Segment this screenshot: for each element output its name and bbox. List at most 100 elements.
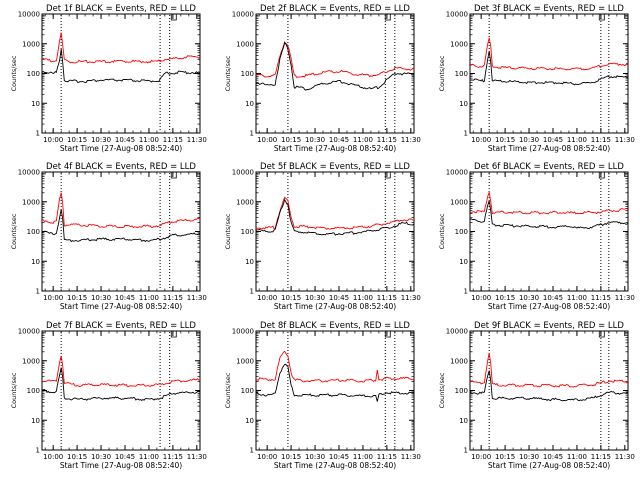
x-tick-label: 10:30	[305, 136, 325, 144]
x-tick-label: 10:00	[257, 136, 277, 144]
y-tick-label: 10000	[18, 328, 40, 336]
x-tick-label: 10:45	[115, 294, 135, 302]
y-tick-label: 10	[459, 258, 468, 266]
plot-frame	[255, 171, 415, 292]
y-axis-label: Counts/sec	[224, 213, 232, 249]
chart-title: Det 2f BLACK = Events, RED = LLD	[260, 4, 410, 14]
x-tick-label: 10:15	[281, 453, 301, 461]
x-tick-label: 11:15	[377, 453, 397, 461]
y-tick-label: 100	[455, 70, 468, 78]
y-tick-label: 1	[36, 288, 40, 296]
x-axis-label: Start Time (27-Aug-08 08:52:40)	[488, 144, 610, 153]
x-tick-label: 10:45	[543, 453, 563, 461]
y-tick-label: 1000	[450, 198, 468, 206]
chart-title: Det 7f BLACK = Events, RED = LLD	[46, 321, 196, 331]
x-tick-label: 10:15	[67, 294, 87, 302]
interval-marker	[384, 331, 391, 338]
y-tick-label: 10000	[446, 169, 468, 177]
x-tick-label: 10:45	[329, 294, 349, 302]
y-axis-label: Counts/sec	[224, 372, 232, 408]
x-tick-label: 11:15	[591, 453, 611, 461]
lld-series-line	[41, 32, 201, 64]
x-tick-label: 11:30	[401, 453, 421, 461]
x-tick-label: 10:30	[519, 136, 539, 144]
chart-title: Det 3f BLACK = Events, RED = LLD	[474, 4, 624, 14]
x-tick-label: 11:00	[353, 294, 373, 302]
y-tick-label: 1000	[236, 40, 254, 48]
x-axis-label: Start Time (27-Aug-08 08:52:40)	[60, 302, 182, 311]
x-tick-label: 11:15	[163, 136, 183, 144]
lld-series-line	[255, 196, 415, 231]
interval-marker	[598, 331, 605, 338]
x-tick-label: 10:00	[43, 136, 63, 144]
y-tick-label: 1	[464, 288, 468, 296]
x-tick-label: 11:00	[353, 453, 373, 461]
x-tick-label: 10:30	[519, 453, 539, 461]
x-tick-label: 11:15	[591, 136, 611, 144]
y-tick-label: 1	[464, 447, 468, 455]
plot-frame	[41, 330, 201, 451]
y-tick-label: 100	[241, 387, 254, 395]
events-series-line	[470, 51, 629, 86]
y-axis-label: Counts/sec	[438, 213, 446, 249]
y-tick-label: 100	[27, 70, 40, 78]
x-tick-label: 11:00	[139, 136, 159, 144]
x-tick-label: 11:15	[377, 136, 397, 144]
x-axis-label: Start Time (27-Aug-08 08:52:40)	[274, 461, 396, 470]
y-tick-label: 10000	[232, 328, 254, 336]
events-series-line	[255, 41, 415, 91]
x-tick-label: 10:45	[329, 136, 349, 144]
chart-title: Det 1f BLACK = Events, RED = LLD	[46, 4, 196, 14]
chart-title: Det 9f BLACK = Events, RED = LLD	[474, 321, 624, 331]
x-tick-label: 10:30	[91, 294, 111, 302]
x-tick-label: 10:45	[115, 453, 135, 461]
events-series-line	[469, 200, 629, 230]
x-tick-label: 11:30	[401, 294, 421, 302]
events-series-line	[41, 209, 201, 243]
lld-series-line	[41, 355, 201, 388]
x-axis-label: Start Time (27-Aug-08 08:52:40)	[274, 302, 396, 311]
y-tick-label: 10000	[232, 11, 254, 19]
x-tick-label: 10:00	[257, 453, 277, 461]
y-tick-label: 100	[455, 387, 468, 395]
y-tick-label: 10000	[18, 11, 40, 19]
lld-series-line	[469, 353, 629, 388]
x-tick-label: 11:15	[163, 453, 183, 461]
y-tick-label: 10	[245, 100, 254, 108]
interval-marker	[170, 172, 177, 179]
events-series-line	[255, 363, 415, 402]
plot-frame	[469, 13, 629, 134]
interval-marker	[384, 14, 391, 21]
x-tick-label: 11:15	[591, 294, 611, 302]
x-tick-label: 10:30	[305, 453, 325, 461]
y-tick-label: 100	[241, 228, 254, 236]
x-tick-label: 10:30	[91, 136, 111, 144]
y-tick-label: 1	[36, 447, 40, 455]
chart-title: Det 4f BLACK = Events, RED = LLD	[46, 162, 196, 172]
y-axis-label: Counts/sec	[224, 55, 232, 91]
x-tick-label: 10:15	[495, 136, 515, 144]
y-tick-label: 1000	[22, 198, 40, 206]
y-tick-label: 1	[464, 130, 468, 138]
x-tick-label: 11:00	[353, 136, 373, 144]
lld-series-line	[469, 190, 629, 215]
x-tick-label: 10:30	[519, 294, 539, 302]
x-axis-label: Start Time (27-Aug-08 08:52:40)	[60, 461, 182, 470]
x-tick-label: 11:30	[615, 453, 635, 461]
x-tick-label: 11:30	[615, 294, 635, 302]
x-tick-label: 11:00	[139, 453, 159, 461]
y-axis-label: Counts/sec	[10, 372, 18, 408]
x-tick-label: 11:30	[615, 136, 635, 144]
chart-title: Det 5f BLACK = Events, RED = LLD	[260, 162, 410, 172]
x-tick-label: 10:00	[471, 294, 491, 302]
x-tick-label: 11:00	[567, 136, 587, 144]
x-tick-label: 10:15	[281, 294, 301, 302]
x-tick-label: 11:30	[187, 136, 207, 144]
events-series-line	[255, 198, 415, 236]
y-tick-label: 100	[455, 228, 468, 236]
y-tick-label: 1000	[236, 357, 254, 365]
x-tick-label: 11:00	[567, 294, 587, 302]
x-tick-label: 10:15	[67, 136, 87, 144]
x-tick-label: 10:30	[91, 453, 111, 461]
x-tick-label: 11:30	[401, 136, 421, 144]
